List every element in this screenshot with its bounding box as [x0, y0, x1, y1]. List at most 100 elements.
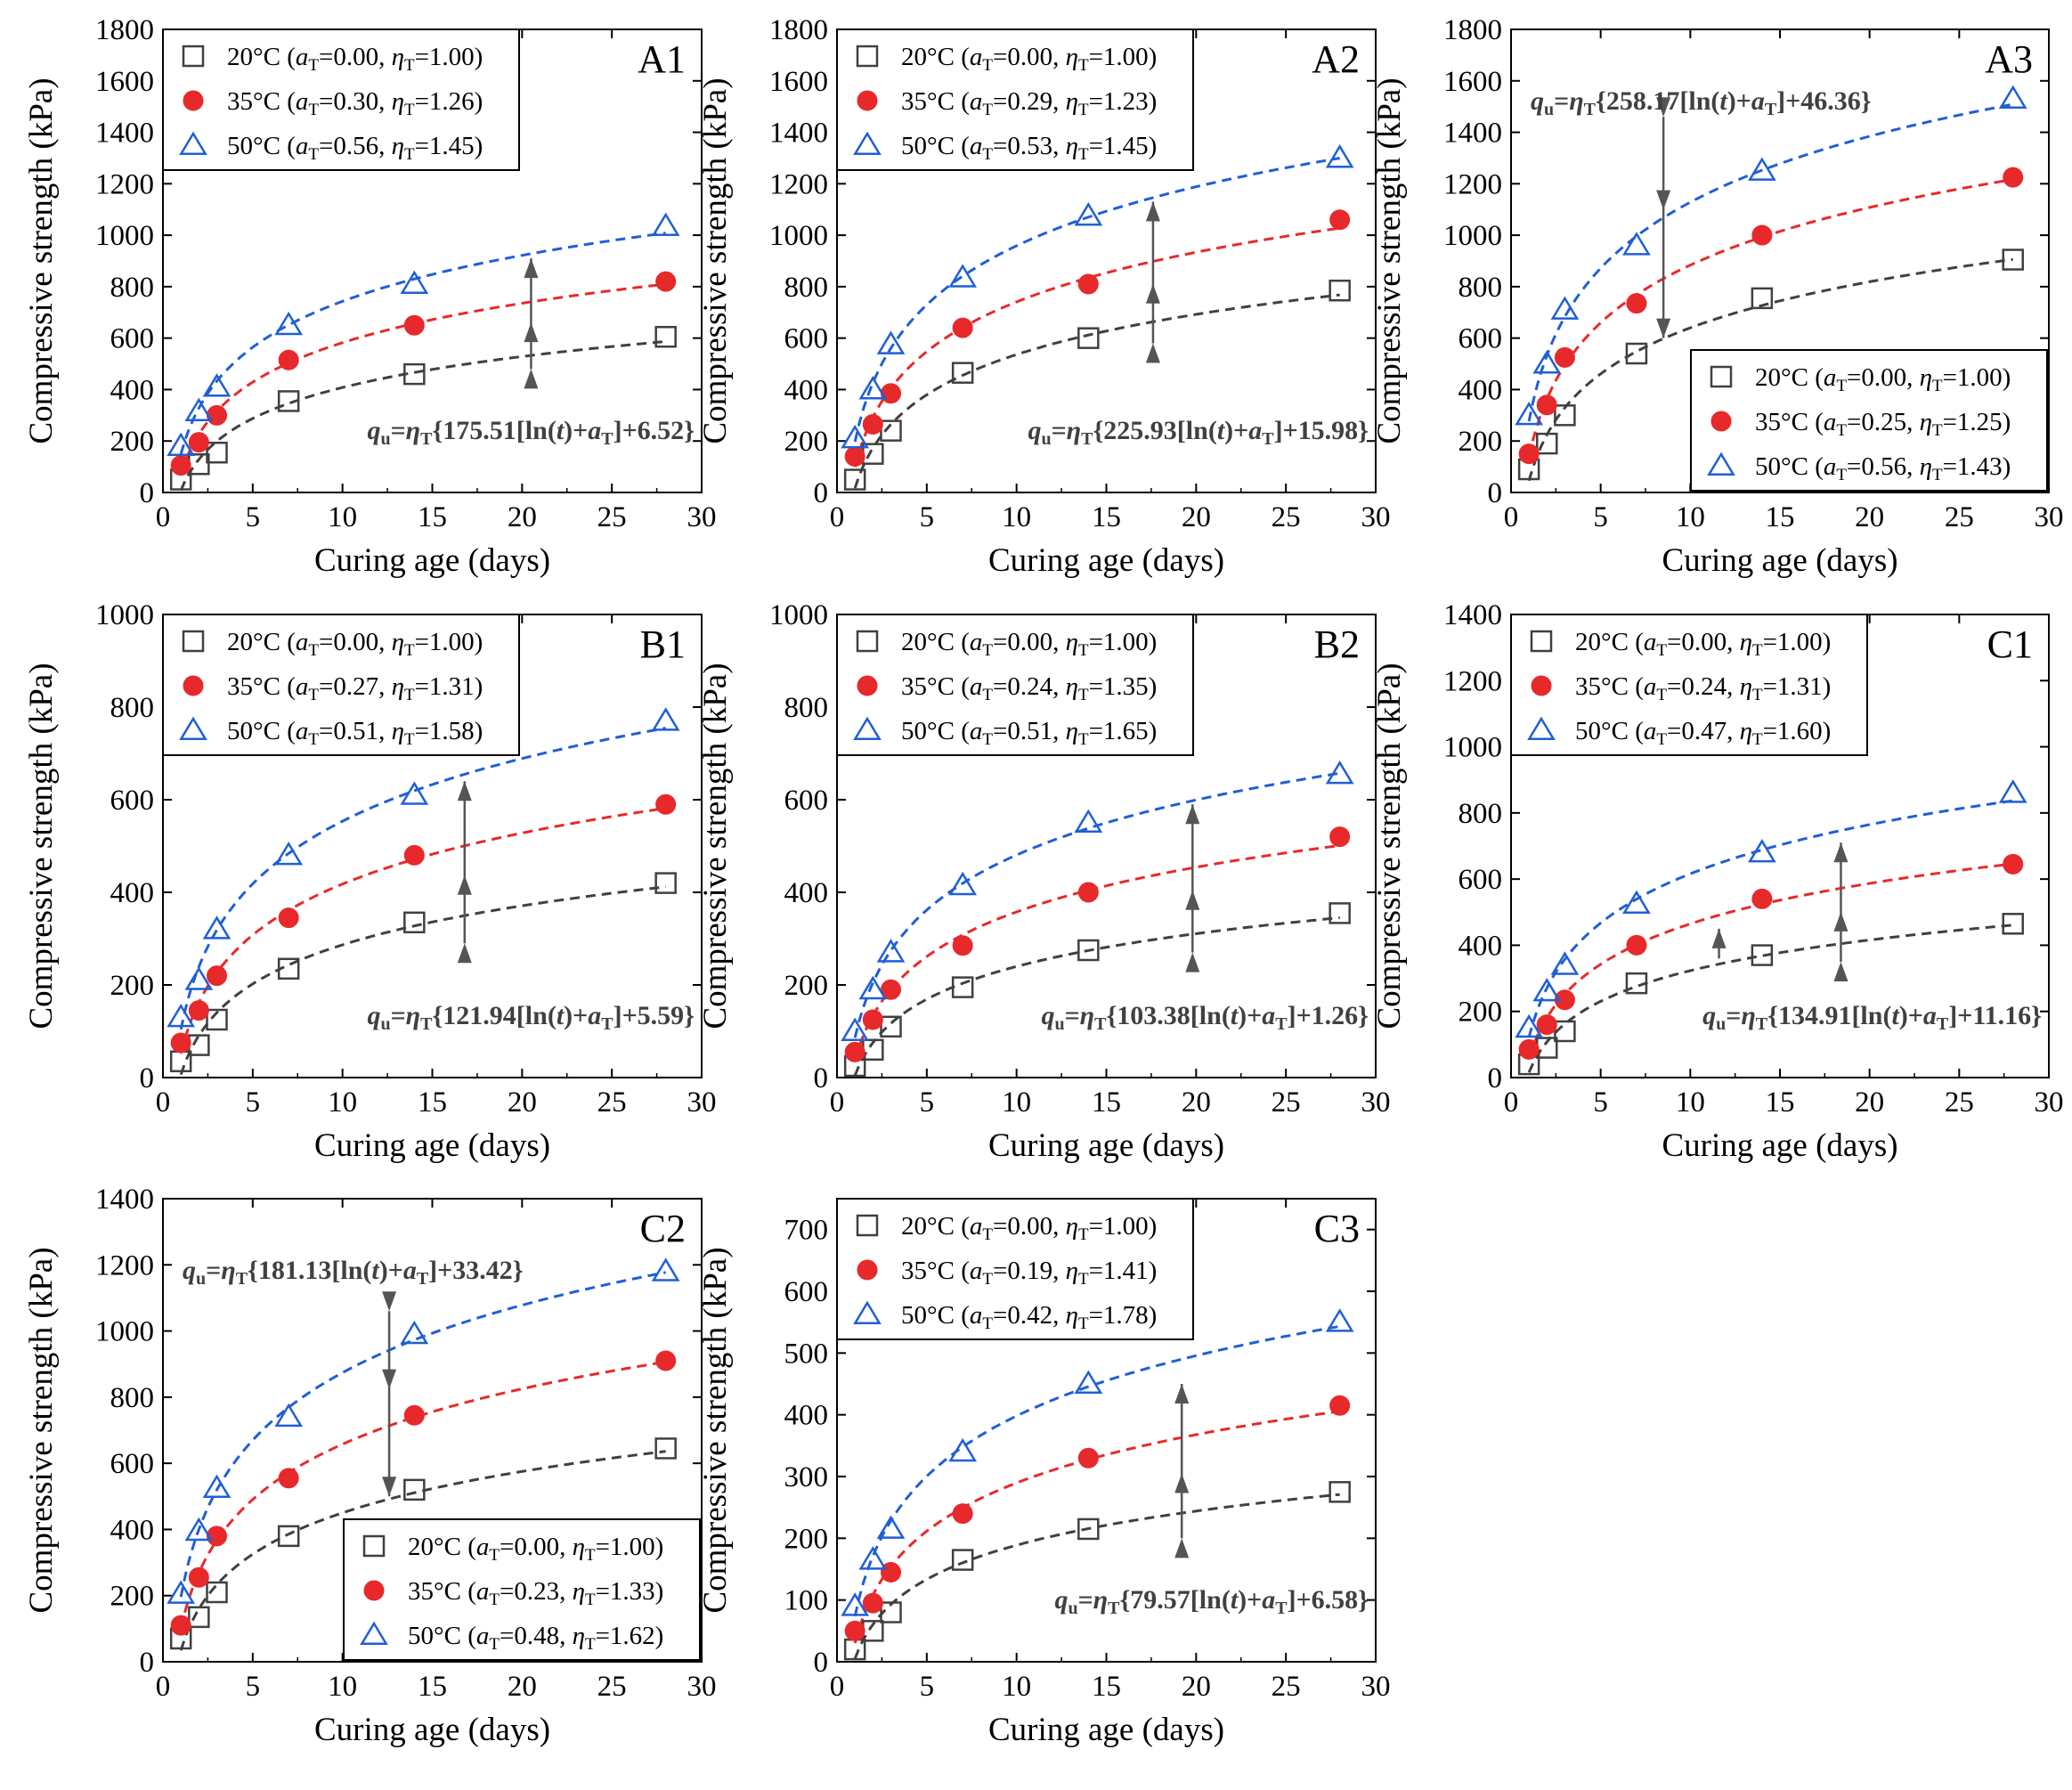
panel-label: C2	[640, 1207, 686, 1250]
x-axis-title: Curing age (days)	[314, 542, 550, 579]
legend-marker	[179, 716, 207, 740]
legend: 20°C (aT=0.00, ηT=1.00) 35°C (aT=0.24, ηT…	[836, 614, 1194, 756]
y-tick-label: 200	[784, 970, 829, 1002]
x-tick-label: 5	[246, 1671, 261, 1703]
data-point-20c	[277, 957, 300, 980]
x-tick-label: 10	[1002, 1086, 1031, 1119]
data-point-20c	[1077, 939, 1100, 962]
data-point-50c	[167, 432, 196, 456]
data-point-35c	[655, 271, 677, 292]
legend-marker	[853, 716, 882, 740]
y-tick-label: 0	[814, 1062, 829, 1094]
data-point-50c	[651, 707, 680, 731]
x-tick-label: 0	[156, 1671, 171, 1703]
y-axis-title: Compressive strength (kPa)	[23, 77, 60, 443]
panel-label: A2	[1312, 37, 1360, 81]
x-tick-label: 5	[1593, 501, 1608, 533]
panel-a1: 0 5 10 15 20 25 30 0 200 400 600 800 1000 1200 1400 160…	[23, 14, 717, 579]
data-point-35c	[952, 935, 973, 956]
x-tick-label: 15	[1092, 1086, 1121, 1119]
data-point-35c	[844, 446, 865, 468]
data-point-20c	[1751, 944, 1774, 966]
legend-marker	[853, 131, 882, 155]
legend-entry: 20°C (aT=0.00, ηT=1.00)	[227, 628, 483, 660]
x-tick-label: 10	[1676, 501, 1705, 533]
data-point-20c	[1625, 342, 1648, 365]
y-tick-label: 400	[110, 877, 155, 909]
data-point-50c	[1998, 779, 2027, 803]
legend-entry: 35°C (aT=0.30, ηT=1.26)	[227, 87, 483, 119]
fit-curve-35c	[179, 282, 666, 475]
x-tick-label: 25	[1272, 1671, 1301, 1703]
arrow-head	[457, 875, 472, 895]
x-axis-title: Curing age (days)	[1662, 542, 1897, 579]
y-tick-label: 1400	[1443, 599, 1502, 631]
x-tick-label: 20	[508, 1671, 537, 1703]
y-tick-label: 600	[110, 785, 155, 817]
data-point-50c	[1748, 838, 1776, 863]
data-point-50c	[1622, 890, 1651, 914]
y-tick-label: 400	[784, 1400, 829, 1432]
legend-entry: 35°C (aT=0.23, ηT=1.33)	[408, 1577, 663, 1609]
data-point-35c	[170, 1615, 191, 1636]
arrow-head	[1185, 890, 1200, 910]
data-point-20c	[2002, 913, 2024, 935]
legend-entry: 50°C (aT=0.51, ηT=1.58)	[227, 717, 483, 749]
y-tick-label: 800	[1459, 798, 1503, 830]
data-point-35c	[403, 1404, 425, 1426]
x-tick-label: 10	[1676, 1086, 1705, 1119]
x-axis-title: Curing age (days)	[988, 542, 1224, 579]
y-tick-label: 800	[110, 272, 155, 304]
data-point-50c	[202, 373, 232, 397]
data-point-50c	[876, 939, 906, 963]
legend: 20°C (aT=0.00, ηT=1.00) 35°C (aT=0.19, ηT…	[836, 1198, 1194, 1340]
data-point-35c	[1626, 934, 1647, 956]
data-point-20c	[206, 1008, 228, 1031]
y-tick-label: 300	[784, 1461, 829, 1493]
y-tick-label: 400	[110, 1514, 155, 1546]
x-tick-label: 25	[1945, 501, 1974, 533]
y-tick-label: 500	[784, 1338, 829, 1370]
panel-label: B1	[640, 622, 686, 666]
legend-marker	[183, 675, 204, 696]
data-point-35c	[188, 1000, 209, 1021]
legend: 20°C (aT=0.00, ηT=1.00) 35°C (aT=0.25, ηT…	[1690, 349, 2048, 492]
y-tick-label: 600	[110, 1448, 155, 1480]
x-tick-label: 15	[1766, 501, 1795, 533]
data-point-35c	[1329, 209, 1351, 231]
y-tick-label: 700	[784, 1215, 829, 1247]
fit-curve-35c	[1527, 862, 2013, 1059]
panel-c3: 0 5 10 15 20 25 300100200300400500600700Curing…	[697, 1198, 1391, 1748]
y-tick-label: 200	[110, 1581, 155, 1613]
data-point-50c	[1325, 144, 1354, 168]
arrow-head	[1185, 804, 1200, 825]
y-tick-label: 200	[110, 970, 155, 1002]
data-point-35c	[881, 1561, 901, 1583]
fit-curve-20c	[853, 293, 1340, 489]
data-point-35c	[1077, 273, 1099, 295]
legend-marker	[853, 1300, 882, 1324]
legend-marker	[182, 45, 205, 68]
x-tick-label: 20	[508, 1086, 537, 1119]
y-tick-label: 600	[784, 1276, 829, 1308]
data-point-35c	[1518, 443, 1540, 465]
legend-marker	[179, 131, 207, 155]
data-point-20c	[1077, 1517, 1100, 1541]
arrow-head	[382, 1477, 397, 1497]
legend-marker	[182, 630, 205, 653]
y-tick-label: 1200	[1443, 168, 1502, 200]
data-point-20c	[1077, 327, 1100, 349]
legend-box	[836, 28, 1194, 171]
legend-marker	[857, 1259, 878, 1281]
arrow-head	[1185, 952, 1200, 972]
trend-arrow	[524, 258, 539, 389]
y-tick-label: 1000	[95, 220, 154, 252]
data-point-50c	[1532, 350, 1562, 374]
legend-box	[1510, 614, 1868, 756]
y-tick-label: 1800	[95, 14, 154, 46]
x-tick-label: 20	[1182, 501, 1211, 533]
trend-arrow	[1711, 928, 1727, 959]
data-point-50c	[876, 1515, 906, 1539]
legend-entry: 50°C (aT=0.47, ηT=1.60)	[1575, 717, 1831, 749]
data-point-50c	[400, 1320, 429, 1345]
